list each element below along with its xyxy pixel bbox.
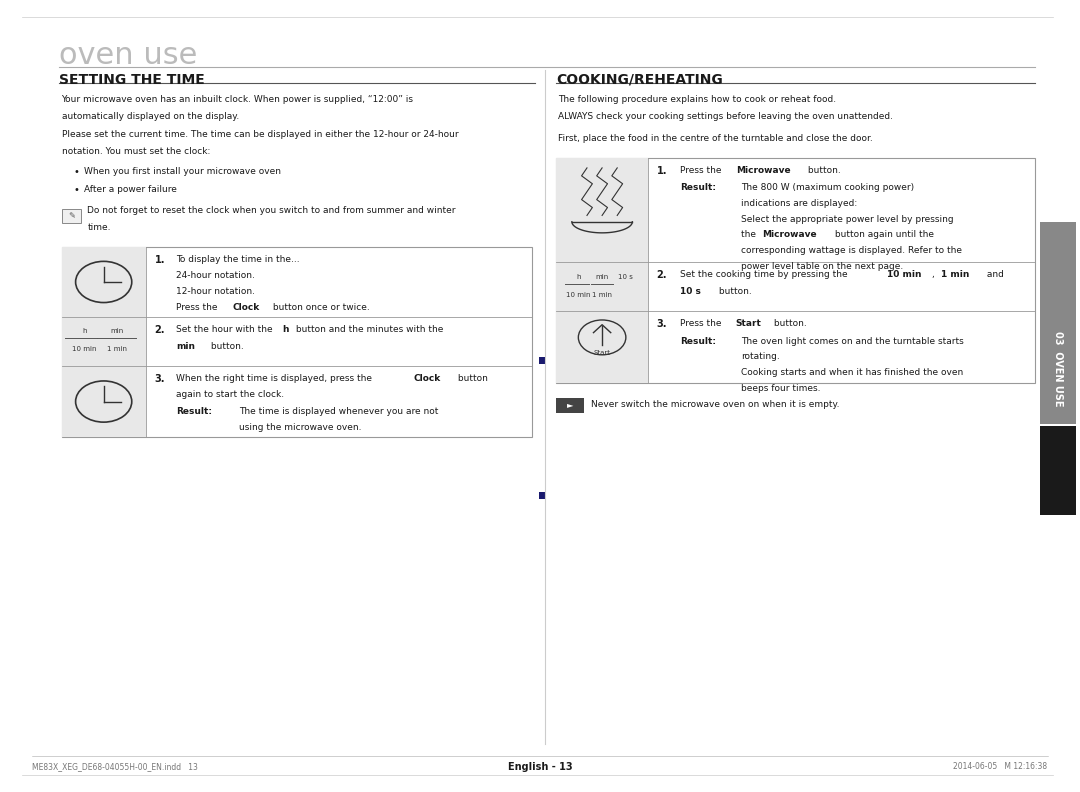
Text: ALWAYS check your cooking settings before leaving the oven unattended.: ALWAYS check your cooking settings befor…	[558, 112, 893, 121]
Text: time.: time.	[87, 223, 111, 232]
Text: Clock: Clock	[414, 374, 441, 383]
Text: button: button	[455, 374, 487, 383]
Text: the: the	[741, 230, 759, 239]
Text: Result:: Result:	[176, 407, 212, 416]
Text: Your microwave oven has an inbuilt clock. When power is supplied, “12:00” is: Your microwave oven has an inbuilt clock…	[62, 95, 414, 104]
Text: When the right time is displayed, press the: When the right time is displayed, press …	[176, 374, 375, 383]
Text: The time is displayed whenever you are not: The time is displayed whenever you are n…	[239, 407, 438, 416]
Text: button.: button.	[208, 342, 244, 351]
Text: button.: button.	[716, 287, 752, 296]
Text: button again until the: button again until the	[832, 230, 933, 239]
Text: ►: ►	[567, 400, 573, 409]
Text: 3.: 3.	[154, 374, 165, 384]
Text: 12-hour notation.: 12-hour notation.	[176, 287, 255, 295]
Text: 10 s: 10 s	[680, 287, 701, 296]
Text: button and the minutes with the: button and the minutes with the	[293, 325, 446, 333]
Text: COOKING/REHEATING: COOKING/REHEATING	[556, 73, 723, 87]
Text: 1.: 1.	[657, 166, 667, 176]
FancyBboxPatch shape	[556, 398, 584, 413]
FancyBboxPatch shape	[539, 492, 545, 499]
Text: ,: ,	[932, 270, 937, 279]
Text: Press the: Press the	[176, 303, 220, 311]
Text: The 800 W (maximum cooking power): The 800 W (maximum cooking power)	[741, 183, 914, 192]
Text: Microwave: Microwave	[762, 230, 818, 239]
Text: Press the: Press the	[680, 166, 725, 174]
Text: The oven light comes on and the turntable starts: The oven light comes on and the turntabl…	[741, 337, 963, 345]
Text: 1.: 1.	[154, 255, 165, 265]
Text: After a power failure: After a power failure	[84, 185, 177, 193]
Text: 1 min: 1 min	[941, 270, 969, 279]
Text: button.: button.	[805, 166, 840, 174]
FancyBboxPatch shape	[556, 158, 648, 262]
Text: Set the hour with the: Set the hour with the	[176, 325, 275, 333]
FancyBboxPatch shape	[556, 311, 648, 383]
Text: Please set the current time. The time can be displayed in either the 12-hour or : Please set the current time. The time ca…	[62, 130, 458, 139]
Text: English - 13: English - 13	[508, 762, 572, 772]
Text: Do not forget to reset the clock when you switch to and from summer and winter: Do not forget to reset the clock when yo…	[87, 206, 456, 215]
Text: 2.: 2.	[657, 270, 667, 280]
Text: Press the: Press the	[680, 319, 725, 328]
Text: Result:: Result:	[680, 183, 716, 192]
Text: h: h	[282, 325, 288, 333]
Text: First, place the food in the centre of the turntable and close the door.: First, place the food in the centre of t…	[558, 134, 873, 143]
Text: ✎: ✎	[68, 211, 75, 221]
Text: Microwave: Microwave	[737, 166, 792, 174]
Text: notation. You must set the clock:: notation. You must set the clock:	[62, 147, 210, 156]
Text: Result:: Result:	[680, 337, 716, 345]
Text: and: and	[984, 270, 1003, 279]
Text: h: h	[576, 274, 581, 280]
Text: Set the cooking time by pressing the: Set the cooking time by pressing the	[680, 270, 851, 279]
Text: 10 s: 10 s	[619, 274, 633, 280]
Text: automatically displayed on the display.: automatically displayed on the display.	[62, 112, 239, 121]
Text: Cooking starts and when it has finished the oven: Cooking starts and when it has finished …	[741, 368, 963, 377]
Text: Select the appropriate power level by pressing: Select the appropriate power level by pr…	[741, 215, 954, 223]
Text: SETTING THE TIME: SETTING THE TIME	[59, 73, 205, 87]
FancyBboxPatch shape	[1040, 426, 1076, 515]
Text: min: min	[595, 274, 609, 280]
FancyBboxPatch shape	[62, 317, 146, 366]
Text: 2014-06-05   М 12:16:38: 2014-06-05 М 12:16:38	[954, 762, 1048, 771]
Text: •: •	[73, 167, 79, 177]
Text: 03  OVEN USE: 03 OVEN USE	[1053, 330, 1063, 406]
FancyBboxPatch shape	[62, 209, 81, 223]
Text: Clock: Clock	[232, 303, 259, 311]
Text: Never switch the microwave oven on when it is empty.: Never switch the microwave oven on when …	[591, 400, 839, 409]
FancyBboxPatch shape	[539, 357, 545, 364]
Text: indications are displayed:: indications are displayed:	[741, 199, 858, 208]
FancyBboxPatch shape	[62, 366, 146, 437]
Text: ME83X_XEG_DE68-04055H-00_EN.indd   13: ME83X_XEG_DE68-04055H-00_EN.indd 13	[32, 762, 199, 771]
Text: Start: Start	[594, 350, 610, 356]
Text: To display the time in the...: To display the time in the...	[176, 255, 299, 264]
Text: again to start the clock.: again to start the clock.	[176, 390, 284, 398]
Text: button.: button.	[771, 319, 807, 328]
FancyBboxPatch shape	[62, 247, 146, 317]
Text: h: h	[82, 328, 86, 334]
Text: The following procedure explains how to cook or reheat food.: The following procedure explains how to …	[558, 95, 837, 104]
Text: oven use: oven use	[59, 41, 198, 70]
Text: beeps four times.: beeps four times.	[741, 384, 821, 393]
Text: 1 min: 1 min	[107, 346, 126, 352]
Text: 24-hour notation.: 24-hour notation.	[176, 271, 255, 280]
FancyBboxPatch shape	[556, 262, 648, 311]
Text: 10 min: 10 min	[72, 346, 96, 352]
Text: using the microwave oven.: using the microwave oven.	[239, 423, 361, 432]
Text: When you first install your microwave oven: When you first install your microwave ov…	[84, 167, 281, 176]
Text: 2.: 2.	[154, 325, 165, 335]
Text: button once or twice.: button once or twice.	[270, 303, 369, 311]
Text: rotating.: rotating.	[741, 352, 780, 361]
Text: 10 min: 10 min	[887, 270, 921, 279]
Text: 3.: 3.	[657, 319, 667, 329]
Text: 1 min: 1 min	[592, 291, 612, 298]
Text: corresponding wattage is displayed. Refer to the: corresponding wattage is displayed. Refe…	[741, 246, 962, 255]
Text: Start: Start	[735, 319, 761, 328]
Text: min: min	[110, 328, 123, 334]
FancyBboxPatch shape	[1040, 222, 1076, 424]
Text: 10 min: 10 min	[566, 291, 591, 298]
Text: •: •	[73, 185, 79, 195]
Text: min: min	[176, 342, 195, 351]
Text: power level table on the next page.: power level table on the next page.	[741, 262, 903, 271]
